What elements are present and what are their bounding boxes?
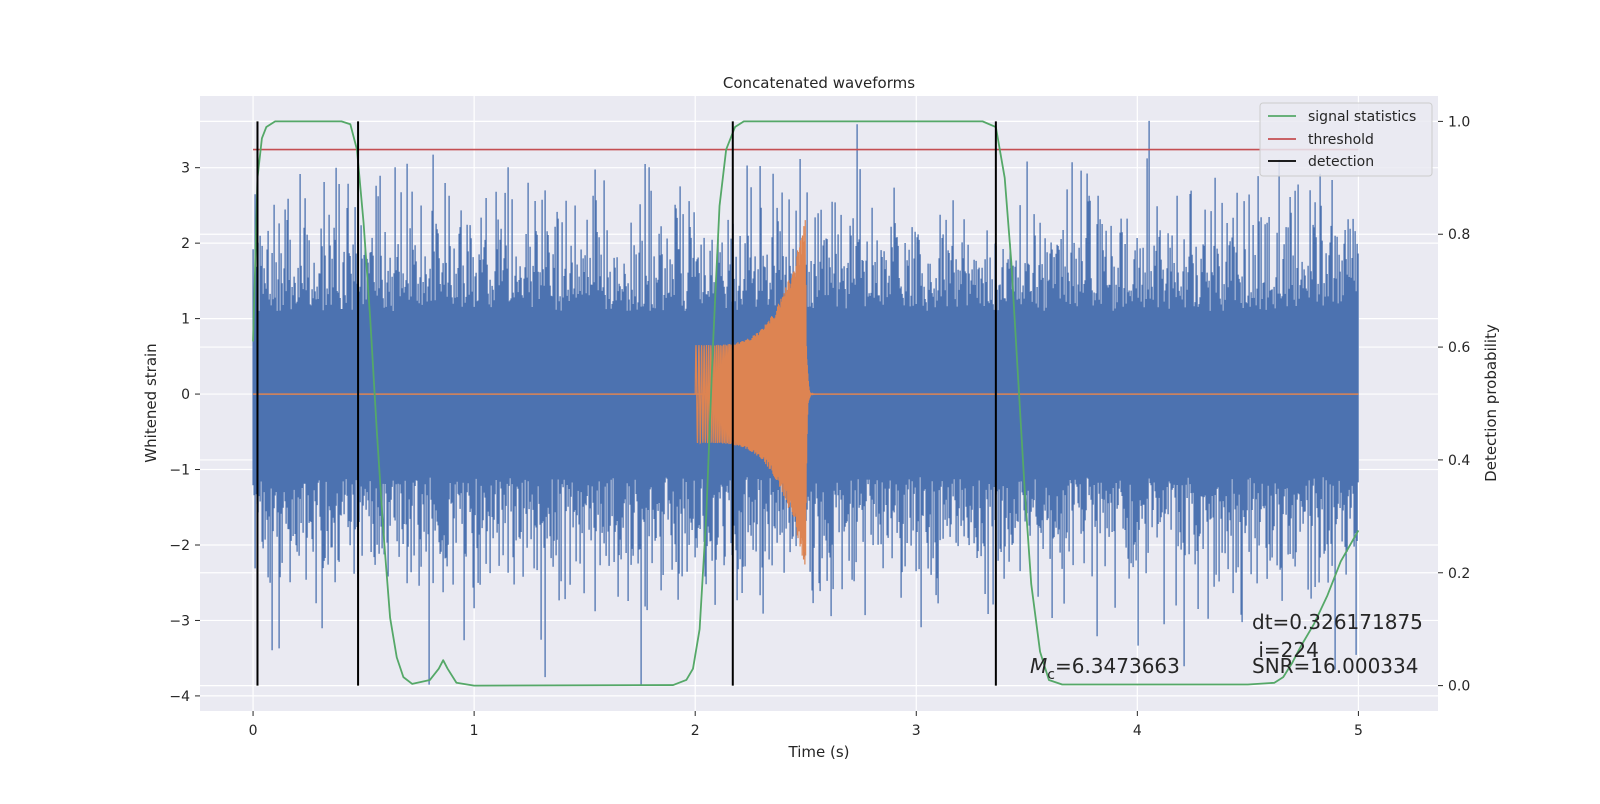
y-tick-label: 2 <box>181 236 190 252</box>
y-axis-label: Whitened strain <box>142 343 160 462</box>
y2-axis-label: Detection probability <box>1482 324 1500 482</box>
legend: signal statistics threshold detection <box>1259 102 1433 177</box>
y2-tick-label: 0.6 <box>1448 340 1470 356</box>
annotations: Mc=6.3473663 dt=0.326171875 i=224 SNR=16… <box>1030 610 1423 683</box>
signal-statistics-line <box>252 120 1360 687</box>
chart-title: Concatenated waveforms <box>723 74 915 92</box>
annotation-i: i=224 <box>1252 638 1319 662</box>
detection-lines <box>256 121 997 686</box>
annotation-snr: SNR=16.000334 <box>1252 654 1418 678</box>
x-axis-ticks: 0 1 2 3 4 5 <box>249 711 1363 739</box>
x-tick-label: 3 <box>912 723 921 739</box>
y2-tick-label: 0.0 <box>1448 679 1470 695</box>
annotation-mc-symbol: M <box>1030 654 1047 678</box>
y2-axis-ticks: 0.0 0.2 0.4 0.6 0.8 1.0 <box>1438 114 1470 695</box>
y-tick-label: −2 <box>169 538 190 554</box>
y2-tick-label: 1.0 <box>1448 114 1470 130</box>
y2-tick-label: 0.2 <box>1448 566 1470 582</box>
annotation-mc-value: =6.3473663 <box>1055 654 1180 678</box>
x-tick-label: 0 <box>249 723 258 739</box>
signal-statistics-series <box>252 120 1360 687</box>
x-tick-label: 5 <box>1354 723 1363 739</box>
y-axis-ticks: −4 −3 −2 −1 0 1 2 3 <box>169 161 200 705</box>
x-axis-label: Time (s) <box>788 743 850 761</box>
y2-tick-label: 0.4 <box>1448 453 1470 469</box>
y-tick-label: −3 <box>169 613 190 629</box>
y-tick-label: −1 <box>169 463 190 479</box>
x-tick-label: 2 <box>691 723 700 739</box>
legend-box <box>1259 102 1433 177</box>
annotation-mc-subscript: c <box>1047 667 1055 683</box>
y-tick-label: 0 <box>181 387 190 403</box>
y2-tick-label: 0.8 <box>1448 227 1470 243</box>
y-tick-label: 3 <box>181 161 190 177</box>
annotation-dt: dt=0.326171875 <box>1252 610 1423 634</box>
y-tick-label: −4 <box>169 689 190 705</box>
x-tick-label: 1 <box>470 723 479 739</box>
legend-label-signal-statistics: signal statistics <box>1308 109 1416 125</box>
waveform-chirp <box>694 220 817 565</box>
x-tick-label: 4 <box>1133 723 1142 739</box>
waveform-series <box>253 220 1359 565</box>
legend-label-threshold: threshold <box>1308 132 1374 148</box>
legend-label-detection: detection <box>1308 154 1374 170</box>
annotation-mc: Mc=6.3473663 <box>1030 654 1180 683</box>
y-tick-label: 1 <box>181 312 190 328</box>
